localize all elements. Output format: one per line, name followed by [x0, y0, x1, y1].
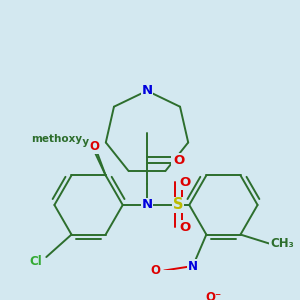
Text: O⁻: O⁻ [206, 291, 222, 300]
Text: N: N [188, 260, 198, 272]
Text: S: S [173, 197, 184, 212]
Text: O: O [177, 176, 189, 189]
Text: O: O [172, 154, 183, 166]
Text: CH₃: CH₃ [270, 237, 294, 250]
Text: N: N [141, 199, 153, 212]
Text: O: O [179, 221, 190, 234]
Text: methoxy: methoxy [31, 134, 82, 144]
Text: methoxy: methoxy [38, 137, 89, 147]
Text: O: O [177, 221, 189, 234]
Text: O: O [90, 140, 100, 153]
Text: S: S [173, 197, 184, 212]
Text: O: O [179, 176, 190, 189]
Text: N: N [141, 84, 153, 97]
Text: O: O [174, 154, 185, 166]
Text: O: O [87, 138, 97, 151]
Text: Cl: Cl [29, 255, 42, 268]
Text: N: N [141, 199, 153, 212]
Text: O: O [150, 264, 160, 277]
Text: N: N [141, 84, 153, 97]
